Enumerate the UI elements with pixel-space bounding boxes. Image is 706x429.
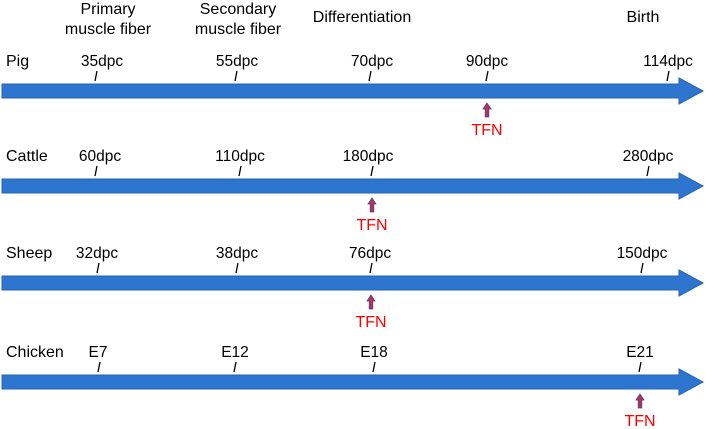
species-label: Cattle <box>6 148 48 165</box>
tfn-up-arrow-icon <box>635 393 645 409</box>
tick-mark <box>233 361 237 373</box>
timepoint-label: 90dpc <box>466 53 508 70</box>
tick-mark <box>646 165 650 177</box>
timepoint-label: E7 <box>89 344 108 361</box>
stage-header-line: Differentiation <box>313 9 411 26</box>
timepoint-label: 280dpc <box>623 148 674 165</box>
timepoint-label: E12 <box>221 344 249 361</box>
species-label: Chicken <box>6 344 64 361</box>
timeline-arrow <box>1 77 705 105</box>
stage-header-line: muscle fiber <box>195 21 282 38</box>
tick-mark <box>96 262 100 274</box>
tick-mark <box>640 262 644 274</box>
timepoint-label: E21 <box>626 344 654 361</box>
tick-mark <box>369 262 373 274</box>
species-label: Pig <box>6 53 29 70</box>
stage-header-line: Secondary <box>200 1 277 18</box>
tfn-up-arrow-icon <box>367 197 377 213</box>
stage-header-2: Differentiation <box>313 9 411 26</box>
timepoint-60dpc: 60dpc <box>79 148 121 177</box>
timepoint-150dpc: 150dpc <box>617 245 668 274</box>
tfn-label: TFN <box>356 217 387 234</box>
timepoint-label: 70dpc <box>351 53 393 70</box>
tick-mark <box>638 361 642 373</box>
stage-header-line: Birth <box>627 9 660 26</box>
tick-mark <box>97 361 101 373</box>
tick-mark <box>370 165 374 177</box>
timepoint-label: 38dpc <box>216 245 258 262</box>
timepoint-32dpc: 32dpc <box>76 245 118 274</box>
species-row-cattle: Cattle 60dpc 110dpc 180dpc TFN 280dpc <box>1 148 705 234</box>
timepoint-label: 76dpc <box>349 245 391 262</box>
tick-mark <box>666 70 670 82</box>
timepoint-55dpc: 55dpc <box>216 53 258 82</box>
timepoint-e21: E21 TFN <box>624 344 655 429</box>
timepoint-label: 35dpc <box>81 53 123 70</box>
timepoint-label: 55dpc <box>216 53 258 70</box>
tfn-label: TFN <box>624 413 655 429</box>
tfn-marker: TFN <box>471 102 503 139</box>
timepoint-180dpc: 180dpc TFN <box>343 148 394 234</box>
timepoint-114dpc: 114dpc <box>643 53 693 82</box>
species-row-sheep: Sheep 32dpc 38dpc 76dpc TFN 150dpc <box>1 245 705 331</box>
timepoint-e18: E18 <box>360 344 388 373</box>
timeline-arrow <box>1 172 705 200</box>
tfn-marker: TFN <box>355 294 387 331</box>
timepoint-label: E18 <box>360 344 388 361</box>
tick-mark <box>485 70 489 82</box>
tick-mark <box>94 165 98 177</box>
timepoint-90dpc: 90dpc TFN <box>466 53 508 139</box>
tfn-label: TFN <box>355 314 386 331</box>
timepoint-label: 32dpc <box>76 245 118 262</box>
stage-header-0: Primary muscle fiber <box>65 1 152 38</box>
species-label: Sheep <box>6 245 52 262</box>
tick-mark <box>372 361 376 373</box>
tick-mark <box>235 262 239 274</box>
tick-mark <box>368 70 372 82</box>
timeline-arrow <box>1 368 705 396</box>
timepoint-70dpc: 70dpc <box>351 53 393 82</box>
species-row-pig: Pig 35dpc 55dpc 70dpc 90dpc TFN 114dpc <box>1 53 705 139</box>
timepoint-280dpc: 280dpc <box>623 148 674 177</box>
stage-header-line: muscle fiber <box>65 21 152 38</box>
species-row-chicken: Chicken E7 E12 E18 E21 TFN <box>1 344 705 429</box>
tfn-up-arrow-icon <box>366 294 376 310</box>
timepoint-label: 150dpc <box>617 245 668 262</box>
stage-header-line: Primary <box>80 1 135 18</box>
tick-mark <box>234 70 238 82</box>
tfn-marker: TFN <box>356 197 388 234</box>
timepoint-label: 114dpc <box>643 53 693 70</box>
timeline-arrow <box>1 269 705 297</box>
timepoint-label: 180dpc <box>343 148 394 165</box>
stage-header-3: Birth <box>627 9 660 26</box>
tick-mark <box>94 70 98 82</box>
timepoint-38dpc: 38dpc <box>216 245 258 274</box>
stage-header-1: Secondary muscle fiber <box>195 1 282 38</box>
timepoint-e12: E12 <box>221 344 249 373</box>
timepoint-label: 60dpc <box>79 148 121 165</box>
timepoint-label: 110dpc <box>215 148 265 165</box>
tfn-label: TFN <box>471 122 502 139</box>
timepoint-110dpc: 110dpc <box>215 148 265 177</box>
timepoint-76dpc: 76dpc TFN <box>349 245 391 331</box>
tick-mark <box>238 165 242 177</box>
tfn-marker: TFN <box>624 393 656 429</box>
timepoint-35dpc: 35dpc <box>81 53 123 82</box>
timepoint-e7: E7 <box>89 344 108 373</box>
tfn-up-arrow-icon <box>482 102 492 118</box>
